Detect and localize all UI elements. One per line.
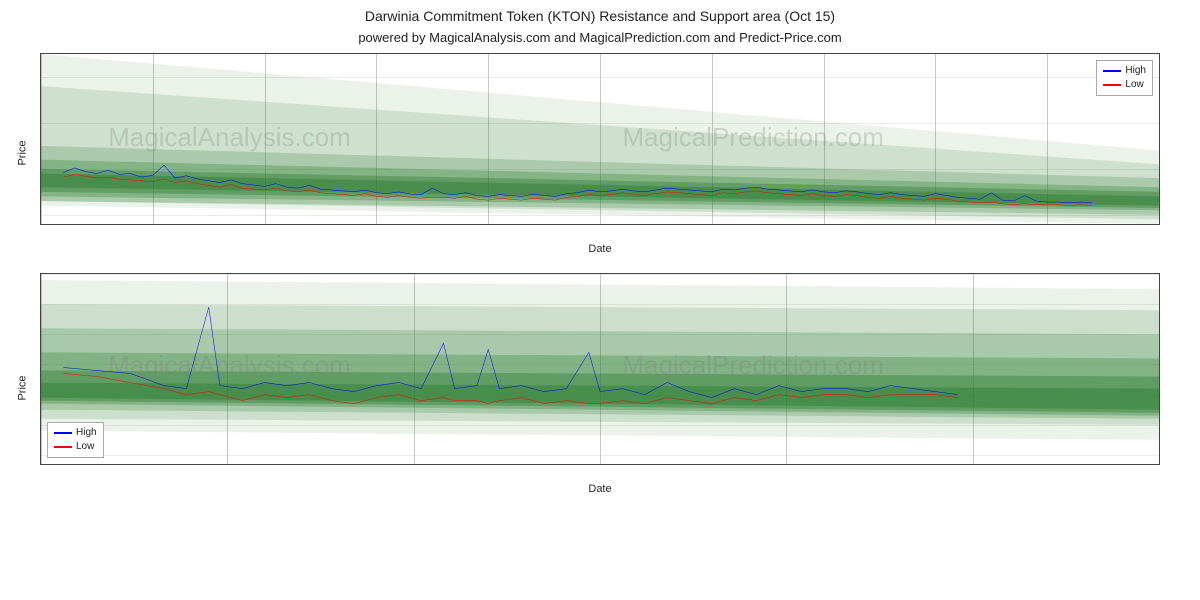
legend-item: High bbox=[1103, 64, 1146, 78]
chart-title: Darwinia Commitment Token (KTON) Resista… bbox=[0, 0, 1200, 24]
legend: HighLow bbox=[1096, 60, 1153, 96]
bottom-chart: 01234562024-08-012024-08-152024-09-01202… bbox=[40, 273, 1160, 465]
chart-subtitle: powered by MagicalAnalysis.com and Magic… bbox=[0, 24, 1200, 49]
bottom-ylabel: Price bbox=[17, 375, 29, 400]
top-chart-wrap: Price 01020302023-032023-052023-072023-0… bbox=[40, 53, 1160, 253]
legend: HighLow bbox=[47, 422, 104, 458]
bottom-xlabel: Date bbox=[40, 481, 1160, 495]
bottom-chart-wrap: Price 01234562024-08-012024-08-152024-09… bbox=[40, 273, 1160, 503]
legend-item: High bbox=[54, 426, 97, 440]
top-xlabel: Date bbox=[40, 241, 1160, 255]
legend-item: Low bbox=[54, 440, 97, 454]
legend-item: Low bbox=[1103, 78, 1146, 92]
top-ylabel: Price bbox=[17, 140, 29, 165]
top-chart: 01020302023-032023-052023-072023-092023-… bbox=[40, 53, 1160, 225]
